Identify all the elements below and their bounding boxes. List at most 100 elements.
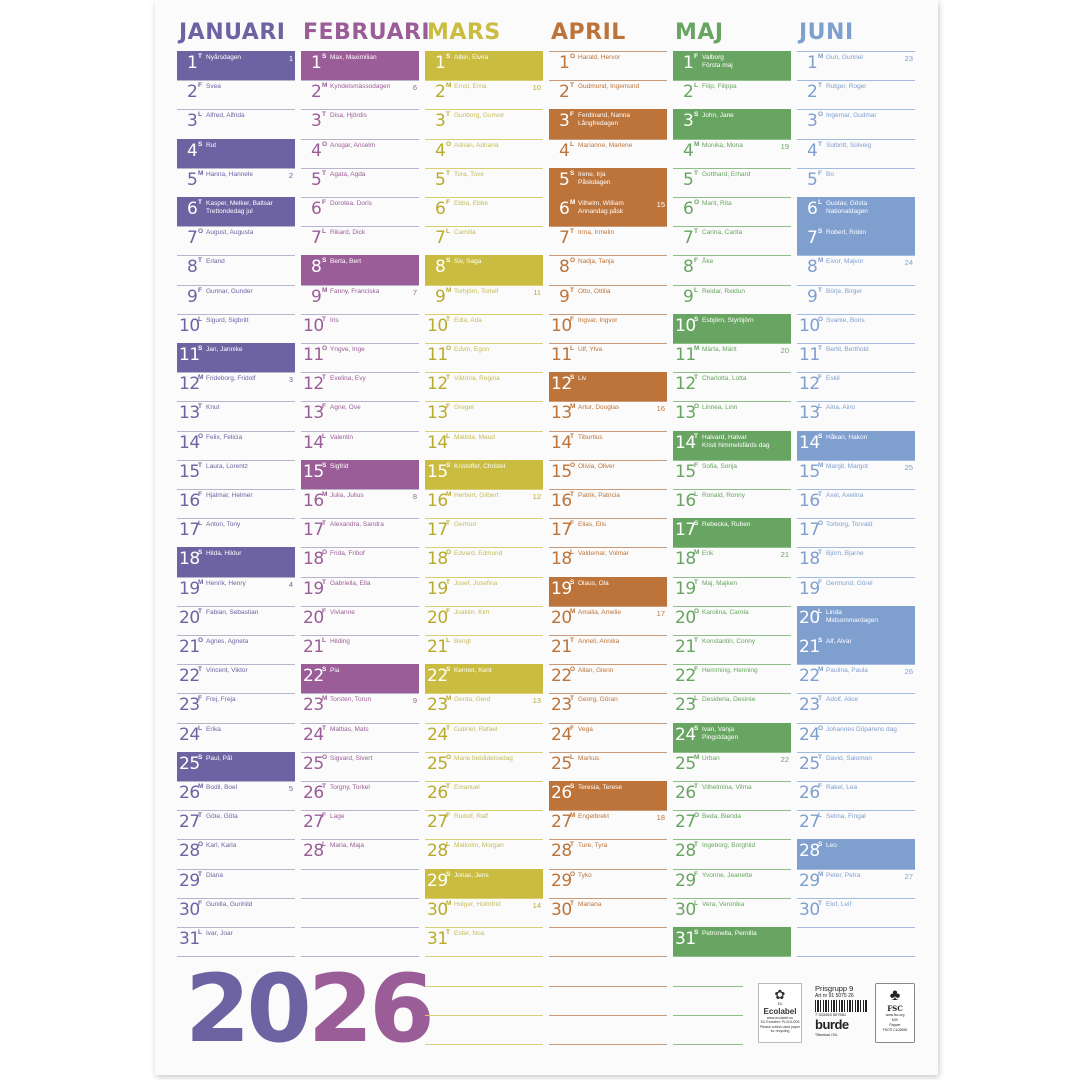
day-number: 8: [559, 257, 570, 278]
day-number: 21: [179, 637, 200, 657]
weekday-letter: L: [818, 199, 822, 206]
name-day-text: Peter, Petra: [826, 871, 861, 879]
day-number: 22: [427, 666, 448, 687]
name-day-text: Adolf, Alice: [826, 696, 859, 704]
weekday-letter: L: [818, 403, 822, 411]
name-day-text: Agnes, Agneta: [206, 638, 249, 645]
name-day-text: Artur, Douglas: [578, 404, 620, 412]
day-row: 12 M Frideborg, Fridolf 3: [177, 372, 295, 401]
day-row: 23 T Adolf, Alice: [797, 693, 915, 722]
day-number: 24: [675, 724, 696, 745]
name-day-text: Sigvard, Sivert: [330, 754, 373, 762]
weekday-letter: M: [198, 578, 204, 586]
weekday-letter: O: [322, 549, 328, 557]
day-row: 27 F Rudolf, Ralf: [425, 810, 543, 839]
weekday-letter: T: [818, 695, 822, 703]
name-day-text: Ester, Noa: [454, 930, 485, 937]
day-row: 28 L Malkolm, Morgan: [425, 839, 543, 868]
name-day-text: Edvard, Edmund: [454, 550, 503, 558]
day-row: 25 O Sigvard, Sivert: [301, 751, 419, 781]
weekday-letter: L: [198, 111, 202, 119]
weekday-letter: L: [198, 520, 202, 528]
weekday-letter: S: [446, 870, 451, 878]
day-row: 12 F Eskil: [797, 372, 915, 401]
day-number: 4: [311, 140, 322, 161]
day-row: 28 L Maria, Maja: [301, 839, 419, 868]
day-row: 19 T Maj, Majken: [673, 576, 791, 606]
day-number: 3: [187, 111, 198, 132]
day-row: 16 F Hjalmar, Helmer: [177, 489, 295, 518]
day-row: 26 T Emanuel: [425, 781, 543, 810]
day-number: 8: [187, 257, 198, 278]
day-row: [549, 927, 667, 956]
name-day-text: Ebba, Ebbe: [454, 200, 488, 207]
day-number: 19: [551, 578, 572, 599]
day-number: 24: [551, 724, 572, 745]
weekday-letter: T: [322, 374, 326, 382]
weekday-letter: S: [694, 929, 699, 936]
week-number: 15: [656, 200, 665, 209]
weekday-letter: L: [198, 315, 202, 323]
day-number: 27: [303, 812, 324, 833]
day-row: 28 S Leo: [797, 839, 915, 869]
day-number: 1: [559, 53, 570, 73]
weekday-letter: F: [322, 607, 326, 615]
day-number: 5: [807, 169, 818, 190]
day-number: 21: [675, 637, 696, 657]
day-row: 29 O Tyko: [549, 868, 667, 898]
weekday-letter: M: [818, 461, 824, 469]
name-day-text: August, Augusta: [206, 229, 254, 237]
day-number: 31: [675, 929, 696, 949]
name-day-text: Gudmund, Ingemund: [578, 83, 640, 91]
weekday-letter: T: [446, 315, 450, 323]
name-day-text: Amalia, Amelie: [578, 608, 621, 616]
fsc-tree-icon: ♣: [889, 987, 901, 1004]
weekday-letter: T: [694, 432, 698, 440]
weekday-letter: F: [570, 111, 574, 119]
weekday-letter: T: [322, 578, 326, 586]
day-number: 4: [559, 140, 570, 161]
day-row: 2 M Kyndelsmässodagen 6: [301, 80, 419, 109]
day-number: 25: [799, 753, 820, 774]
day-row: [797, 927, 915, 956]
day-number: 7: [683, 228, 694, 249]
day-number: 12: [303, 374, 324, 395]
weekday-letter: T: [570, 491, 574, 498]
week-number: 6: [412, 83, 417, 93]
day-row: 4 S Rut: [177, 138, 295, 168]
weekday-letter: T: [694, 228, 698, 236]
day-number: 3: [683, 111, 694, 132]
name-day-text: Beda, Blenda: [702, 813, 742, 821]
day-row: 15 S Kristoffer, Christel: [425, 459, 543, 489]
name-day-text: Svante, Boris: [826, 316, 865, 324]
day-row: 7 T Carina, Carita: [673, 226, 791, 255]
name-day-text: Gabriella, Ella: [330, 579, 371, 587]
day-number: 28: [799, 841, 820, 862]
week-number: 24: [904, 258, 913, 268]
name-day-text: Hemming, Henning: [702, 667, 758, 675]
day-row: 11 O Edvin, Egon: [425, 343, 543, 372]
day-row: 18 S Hilda, Hildur: [177, 547, 295, 577]
weekday-letter: T: [818, 753, 822, 761]
name-day-text: Bengt: [454, 638, 471, 645]
name-day-text: Berta, Bert: [330, 258, 362, 266]
day-number: 31: [427, 929, 448, 949]
day-number: 5: [311, 169, 322, 190]
name-day-text: Charlotta, Lotta: [702, 375, 747, 383]
weekday-letter: L: [570, 345, 574, 352]
name-day-text: Paulina, Paula: [826, 667, 868, 675]
day-number: 12: [179, 374, 200, 395]
day-row: 21 O Agnes, Agneta: [177, 635, 295, 664]
weekday-letter: O: [570, 257, 576, 265]
weekday-letter: T: [198, 812, 202, 820]
weekday-letter: F: [818, 783, 822, 790]
day-row: 3 L Alfred, Alfrida: [177, 109, 295, 138]
ecolabel-eu: EU: [777, 1002, 783, 1006]
week-number: 2: [288, 170, 293, 180]
month-title: JANUARI: [179, 20, 286, 45]
day-row: 3 T Gunborg, Gunvor: [425, 109, 543, 138]
weekday-letter: O: [198, 432, 204, 440]
day-row: 17 T Alexandra, Sandra: [301, 518, 419, 547]
name-day-text: Gertrud: [454, 521, 477, 529]
week-number: 7: [412, 287, 417, 297]
